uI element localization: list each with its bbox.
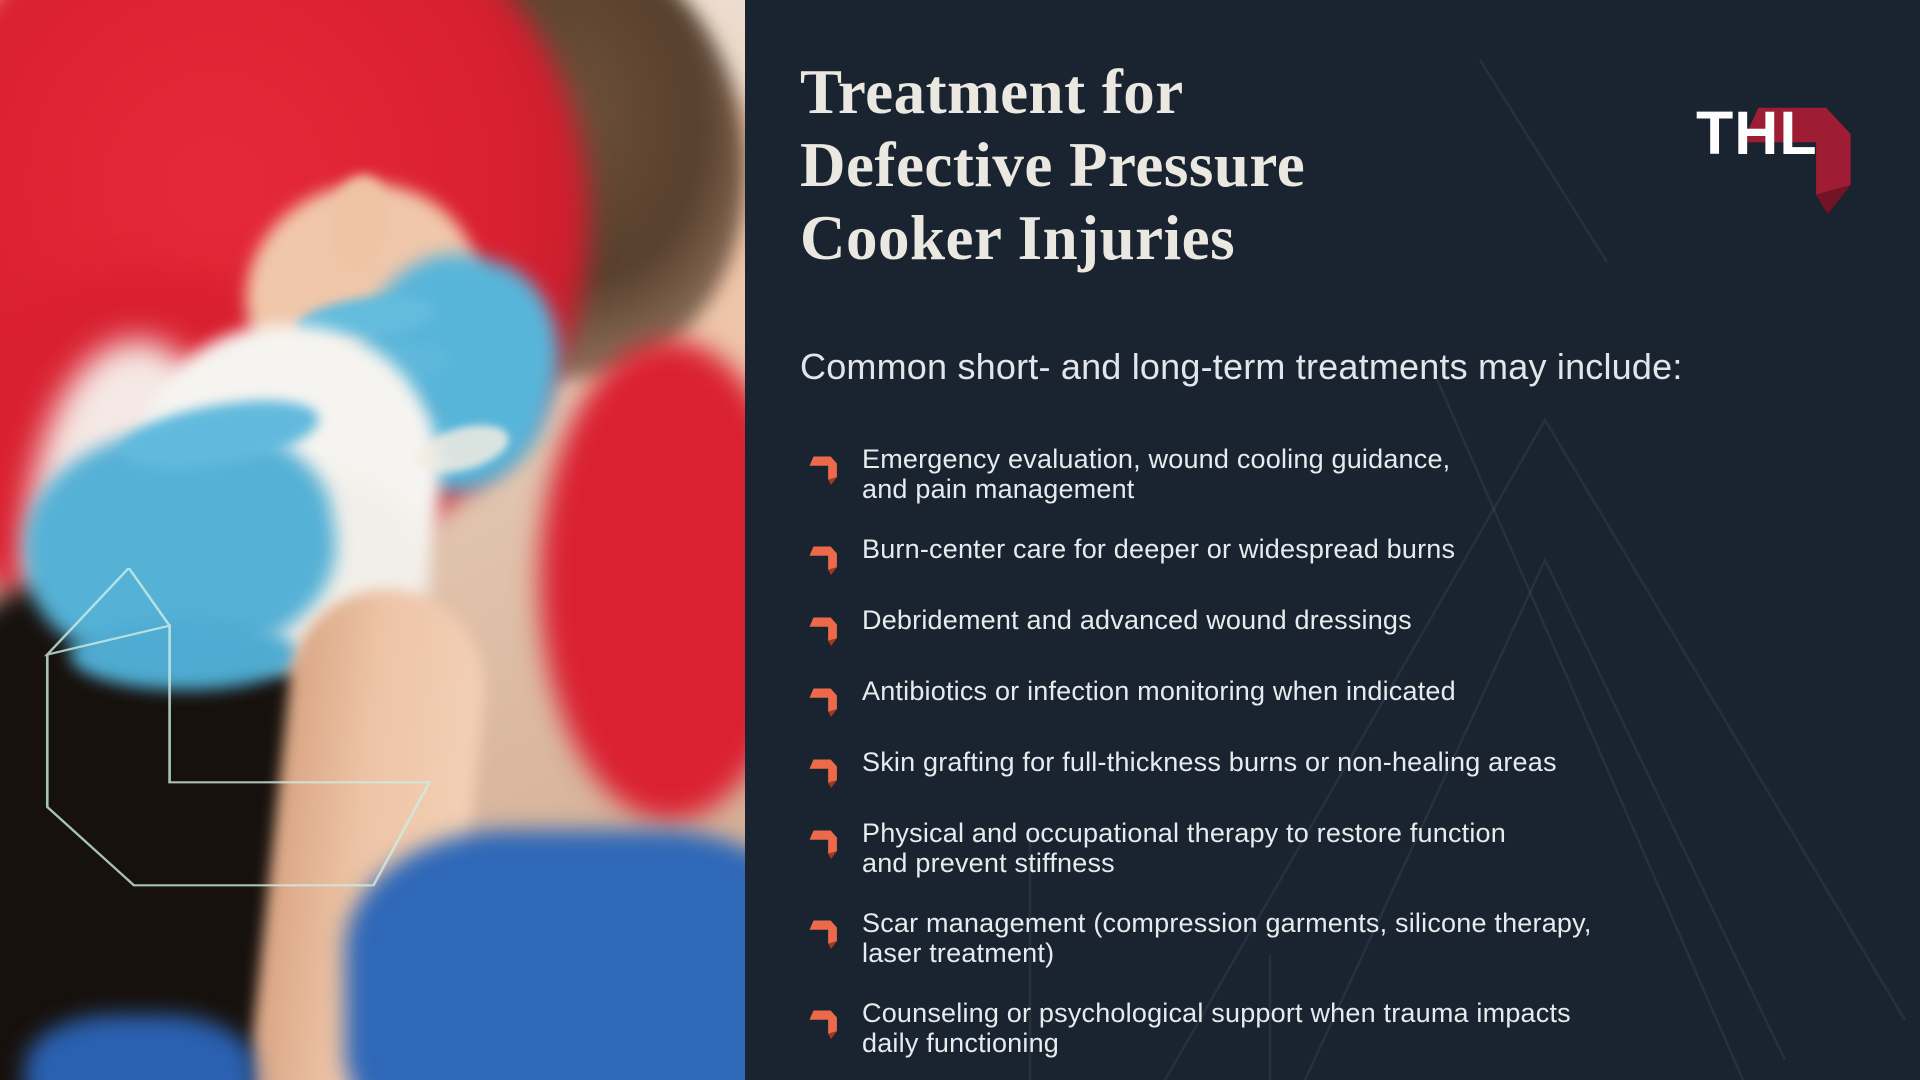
list-item: Scar management (compression garments, s… <box>800 908 1880 968</box>
list-item-line: Scar management (compression garments, s… <box>862 908 1592 938</box>
list-item-line: Counseling or psychological support when… <box>862 998 1571 1028</box>
list-item-text: Burn-center care for deeper or widesprea… <box>862 534 1455 564</box>
list-item: Counseling or psychological support when… <box>800 998 1880 1058</box>
list-item-line: daily functioning <box>862 1028 1060 1058</box>
background-lines-decoration <box>1028 59 1907 1080</box>
list-item-text: Debridement and advanced wound dressings <box>862 605 1412 635</box>
arrow-bullet-icon <box>809 546 837 575</box>
arrow-bullet-icon <box>809 920 837 949</box>
list-item: Physical and occupational therapy to res… <box>800 818 1880 878</box>
page-title: Treatment for Defective Pressure Cooker … <box>800 56 1560 275</box>
list-item-line: Skin grafting for full-thickness burns o… <box>862 747 1557 777</box>
list-item-line: Burn-center care for deeper or widesprea… <box>862 534 1456 564</box>
photo-glove-finger <box>70 620 300 690</box>
arrow-bullet-icon <box>809 759 837 788</box>
content-panel: THL Treatment for Defective Pressure Coo… <box>745 0 1920 1080</box>
arrow-bullet-icon <box>809 1010 837 1039</box>
photo-red-shirt-right <box>540 340 745 820</box>
list-item: Burn-center care for deeper or widesprea… <box>800 534 1880 575</box>
list-item-text: Emergency evaluation, wound cooling guid… <box>862 444 1450 504</box>
photo-blue-jeans-left <box>25 1015 255 1080</box>
thl-logo: THL <box>1696 54 1855 214</box>
arrow-bullet-icon <box>809 617 837 646</box>
arrow-bullet-icon <box>809 456 837 485</box>
list-item-line: laser treatment) <box>862 938 1055 968</box>
arrow-outline-decoration <box>43 568 432 887</box>
list-item-line: Debridement and advanced wound dressings <box>862 605 1412 635</box>
treatment-list: Emergency evaluation, wound cooling guid… <box>800 444 1880 1080</box>
page-title-line: Cooker Injuries <box>800 203 1236 273</box>
list-item-line: Emergency evaluation, wound cooling guid… <box>862 444 1451 474</box>
photo-blue-jeans <box>345 830 745 1080</box>
list-item-text: Scar management (compression garments, s… <box>862 908 1592 968</box>
list-item: Skin grafting for full-thickness burns o… <box>800 747 1880 788</box>
list-item: Emergency evaluation, wound cooling guid… <box>800 444 1880 504</box>
logo-arrow-icon <box>1742 107 1851 214</box>
list-item-line: Antibiotics or infection monitoring when… <box>862 676 1456 706</box>
photo-panel <box>0 0 745 1080</box>
list-item: Debridement and advanced wound dressings <box>800 605 1880 646</box>
list-item-text: Antibiotics or infection monitoring when… <box>862 676 1456 706</box>
list-item: Antibiotics or infection monitoring when… <box>800 676 1880 717</box>
page-title-line: Treatment for <box>800 57 1184 127</box>
list-item-line: and pain management <box>862 474 1135 504</box>
list-item-line: Physical and occupational therapy to res… <box>862 818 1506 848</box>
arrow-bullet-icon <box>809 688 837 717</box>
list-item-line: and prevent stiffness <box>862 848 1115 878</box>
logo-text: THL <box>1696 99 1818 167</box>
intro-text: Common short- and long-term treatments m… <box>800 346 1683 387</box>
list-item-text: Physical and occupational therapy to res… <box>862 818 1506 878</box>
page-title-line: Defective Pressure <box>800 130 1306 200</box>
arrow-bullet-icon <box>809 830 837 859</box>
list-item-text: Skin grafting for full-thickness burns o… <box>862 747 1557 777</box>
list-item-text: Counseling or psychological support when… <box>862 998 1571 1058</box>
